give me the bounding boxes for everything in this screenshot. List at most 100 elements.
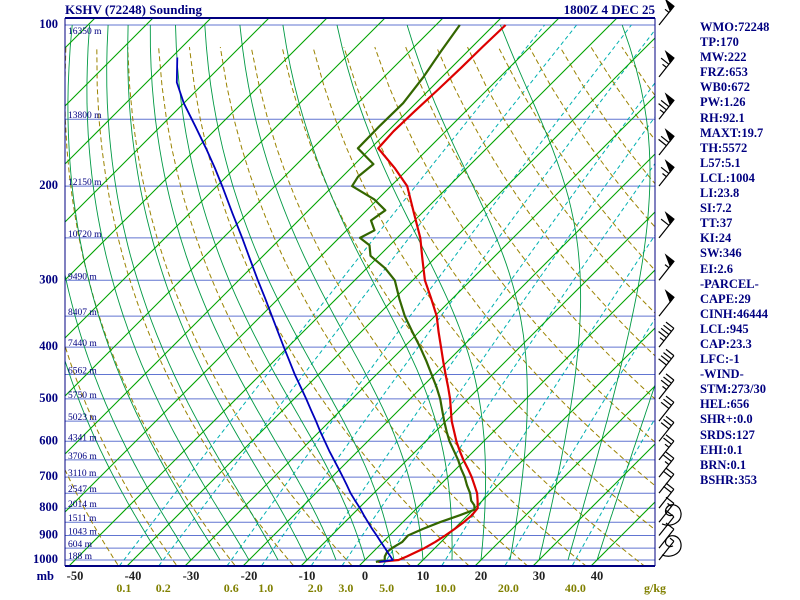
wind-barb xyxy=(658,434,675,461)
stat-line: SI:7.2 xyxy=(700,201,732,216)
temp-tick-label: 30 xyxy=(533,569,546,583)
page-title: KSHV (72248) Sounding xyxy=(65,2,203,17)
height-label: 1511 m xyxy=(68,514,97,524)
stat-line: TP:170 xyxy=(700,35,739,50)
wind-barb-column xyxy=(658,0,682,561)
height-label: 7440 m xyxy=(68,339,97,349)
mixing-ratio-lines xyxy=(118,24,655,566)
mixing-ratio-tick-label: 20.0 xyxy=(498,581,519,595)
temp-tick-label: -30 xyxy=(183,569,200,583)
temperature-curve xyxy=(377,24,507,563)
pressure-tick-label: 600 xyxy=(39,433,58,447)
dewpoint-curve xyxy=(351,24,476,563)
stat-line: LCL:945 xyxy=(700,321,749,336)
mixing-ratio-tick-label: 5.0 xyxy=(379,581,394,595)
height-label: 16350 m xyxy=(68,27,102,37)
temp-tick-label: 40 xyxy=(591,569,604,583)
pressure-tick-label: 1000 xyxy=(33,552,58,566)
height-label: 188 m xyxy=(68,552,93,562)
mixing-ratio-tick-label: 40.0 xyxy=(565,581,586,595)
temp-tick-label: 20 xyxy=(475,569,488,583)
mixing-ratio-unit-label: g/kg xyxy=(644,581,666,595)
wind-barb xyxy=(658,321,675,348)
wind-barb xyxy=(658,451,675,478)
wind-barb xyxy=(658,482,675,509)
stat-line: MW:222 xyxy=(700,50,747,65)
height-label: 5750 m xyxy=(68,391,97,401)
pressure-tick-label: 200 xyxy=(39,178,58,192)
stat-line: SRDS:127 xyxy=(700,427,755,442)
height-label: 3110 m xyxy=(68,469,97,479)
temp-tick-label: 10 xyxy=(417,569,430,583)
wind-barb xyxy=(658,395,675,422)
isotherm-lines xyxy=(65,18,655,566)
wind-barb xyxy=(658,211,675,239)
mixing-ratio-tick-label: 0.2 xyxy=(156,581,171,595)
stat-line: CINH:46444 xyxy=(700,306,769,321)
wind-barb xyxy=(658,373,675,400)
stat-line: WB0:672 xyxy=(700,80,750,95)
temp-tick-label: -50 xyxy=(67,569,84,583)
stat-line: BSHR:353 xyxy=(700,472,757,487)
height-label: 13800 m xyxy=(68,111,102,121)
wind-barb xyxy=(658,0,675,26)
stat-line: EI:2.6 xyxy=(700,261,733,276)
temp-tick-label: -20 xyxy=(241,569,258,583)
wind-barb xyxy=(658,537,675,561)
mixing-ratio-tick-label: 1.0 xyxy=(258,581,273,595)
stat-line: EHI:0.1 xyxy=(700,442,743,457)
stat-line: RH:92.1 xyxy=(700,110,745,125)
stat-line: STM:273/30 xyxy=(700,382,766,397)
plot-frame xyxy=(64,17,656,567)
background-grid xyxy=(65,18,655,566)
pressure-tick-label: 900 xyxy=(39,528,58,542)
height-label: 9490 m xyxy=(68,272,97,282)
pressure-tick-label: 800 xyxy=(39,500,58,514)
pressure-tick-label: 300 xyxy=(39,272,58,286)
height-label: 10720 m xyxy=(68,230,102,240)
pressure-tick-label: 500 xyxy=(39,391,58,405)
stat-line: -WIND- xyxy=(700,367,744,382)
stat-line: -PARCEL- xyxy=(700,276,759,291)
stat-line: SW:346 xyxy=(700,246,742,261)
stat-line: L57:5.1 xyxy=(700,155,741,170)
height-label: 8407 m xyxy=(68,308,97,318)
wind-barb xyxy=(658,159,675,187)
temp-tick-label: -40 xyxy=(125,569,142,583)
mixing-ratio-tick-label: 10.0 xyxy=(435,581,456,595)
height-label: 604 m xyxy=(68,540,93,550)
wind-barb xyxy=(658,496,675,523)
temp-tick-label: 0 xyxy=(362,569,368,583)
stat-line: LFC:-1 xyxy=(700,352,740,367)
stat-line: BRN:0.1 xyxy=(700,457,747,472)
stat-line: MAXT:19.7 xyxy=(700,125,764,140)
wind-barb xyxy=(658,49,675,78)
stat-line: HEL:656 xyxy=(700,397,750,412)
height-label: 2014 m xyxy=(68,500,97,510)
stats-panel: WMO:72248 TP:170 MW:222 FRZ:653 WB0:672 PW:1.… xyxy=(700,20,769,488)
wind-barb xyxy=(658,92,675,120)
wind-barb xyxy=(658,415,675,442)
pressure-tick-label: 100 xyxy=(39,17,58,31)
datetime-label: 1800Z 4 DEC 25 xyxy=(563,2,655,17)
stat-line: KI:24 xyxy=(700,231,732,246)
wind-barb xyxy=(658,348,675,375)
moist-adiabat-lines xyxy=(65,24,655,561)
height-label: 2547 m xyxy=(68,485,97,495)
height-label: 1043 m xyxy=(68,528,97,538)
light-wind-curl xyxy=(661,504,682,526)
wind-barb xyxy=(658,467,675,494)
height-label: 5023 m xyxy=(68,413,97,423)
stat-line: PW:1.26 xyxy=(700,95,746,110)
height-label: 12150 m xyxy=(68,178,102,188)
light-wind-curl xyxy=(661,535,682,557)
stat-line: WMO:72248 xyxy=(700,20,770,34)
temp-tick-label: -10 xyxy=(299,569,316,583)
mixing-ratio-tick-label: 0.1 xyxy=(116,581,131,595)
mixing-ratio-tick-label: 3.0 xyxy=(338,581,353,595)
wind-barb xyxy=(658,289,675,317)
mixing-ratio-tick-label: 0.6 xyxy=(224,581,239,595)
pressure-tick-label: 400 xyxy=(39,339,58,353)
